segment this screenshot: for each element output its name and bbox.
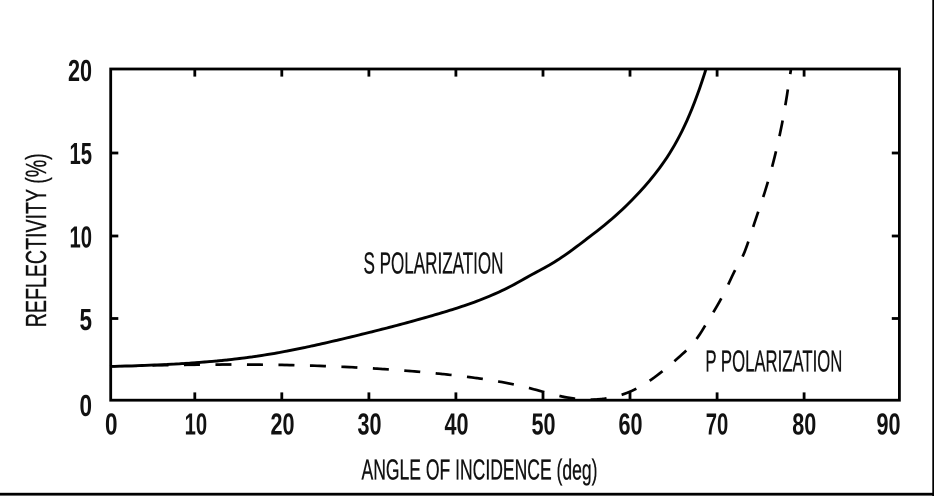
svg-text:40: 40 [445,406,469,441]
svg-text:20: 20 [68,53,92,88]
svg-text:50: 50 [532,406,556,441]
svg-text:ANGLE OF INCIDENCE (deg): ANGLE OF INCIDENCE (deg) [362,454,598,486]
svg-text:15: 15 [70,136,93,171]
svg-text:30: 30 [358,406,382,441]
svg-text:P POLARIZATION: P POLARIZATION [705,344,842,379]
svg-text:10: 10 [185,406,208,441]
svg-text:20: 20 [271,406,295,441]
svg-text:90: 90 [877,406,901,441]
svg-text:70: 70 [706,406,729,441]
svg-text:5: 5 [80,302,93,337]
svg-text:0: 0 [80,388,93,423]
svg-text:60: 60 [619,406,643,441]
svg-text:S POLARIZATION: S POLARIZATION [364,245,504,280]
svg-text:80: 80 [792,406,816,441]
svg-text:10: 10 [70,219,93,254]
svg-text:0: 0 [105,406,118,441]
svg-text:REFLECTIVITY (%): REFLECTIVITY (%) [21,153,53,327]
